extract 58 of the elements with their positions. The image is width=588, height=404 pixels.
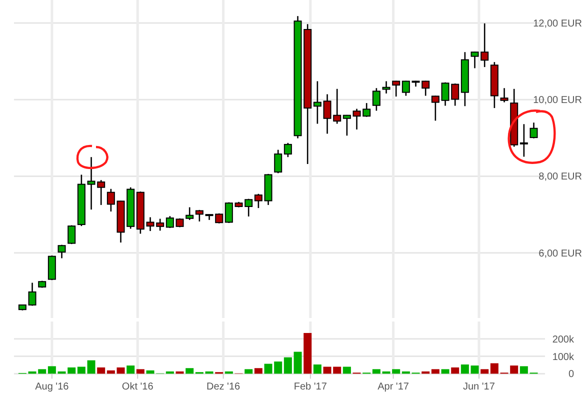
candlestick — [28, 282, 36, 306]
candlestick — [166, 215, 174, 229]
candlestick — [106, 188, 115, 212]
y-tick-label: 0 — [568, 369, 574, 380]
bar — [116, 367, 125, 374]
bar — [186, 368, 194, 374]
candlestick — [58, 244, 66, 259]
bar — [136, 369, 144, 374]
bar — [304, 332, 312, 374]
bar — [480, 369, 489, 374]
candlestick — [530, 122, 538, 139]
bar — [342, 366, 351, 374]
bar — [451, 367, 460, 374]
bar — [106, 370, 115, 374]
candlestick — [500, 87, 508, 103]
candlestick — [402, 80, 410, 96]
y-tick-label: 8,00 EUR — [538, 172, 582, 183]
y-tick-label: 200k — [552, 334, 575, 346]
bar — [244, 369, 253, 374]
y-tick-label: 12,00 EUR — [533, 18, 582, 30]
candlestick — [274, 149, 282, 174]
candlestick — [382, 80, 390, 94]
y-tick-label: 100k — [552, 352, 575, 363]
bar — [254, 368, 262, 374]
bar — [146, 370, 154, 374]
x-tick-label: Feb '17 — [294, 382, 328, 393]
bar — [431, 369, 440, 374]
bar — [77, 366, 86, 374]
bar — [313, 364, 322, 374]
y-tick-label: 10,00 EUR — [533, 95, 582, 106]
bar — [460, 364, 469, 374]
bar — [294, 352, 302, 374]
bar — [372, 369, 380, 374]
bar — [87, 360, 96, 374]
x-tick-label: Dez '16 — [206, 382, 241, 393]
x-tick-label: Jun '17 — [463, 382, 496, 393]
candlestick — [254, 193, 262, 209]
candlestick — [284, 142, 292, 158]
candlestick — [48, 254, 56, 281]
candlestick — [392, 80, 400, 98]
bar — [97, 367, 106, 374]
candlestick — [431, 95, 440, 122]
bar — [126, 366, 135, 374]
bar — [284, 357, 292, 374]
bar — [48, 366, 56, 374]
x-tick-label: Okt '16 — [122, 382, 154, 393]
bar — [520, 366, 528, 374]
x-tick-label: Aug '16 — [35, 382, 70, 393]
candlestick — [372, 87, 380, 112]
candlestick — [520, 123, 528, 158]
bar — [490, 363, 498, 374]
bar — [441, 369, 450, 374]
y-tick-label: 6,00 EUR — [538, 248, 582, 260]
candlestick — [342, 114, 351, 136]
bar — [470, 366, 479, 374]
candlestick — [313, 80, 322, 124]
x-tick-label: Apr '17 — [378, 382, 410, 393]
candlestick — [224, 202, 233, 224]
